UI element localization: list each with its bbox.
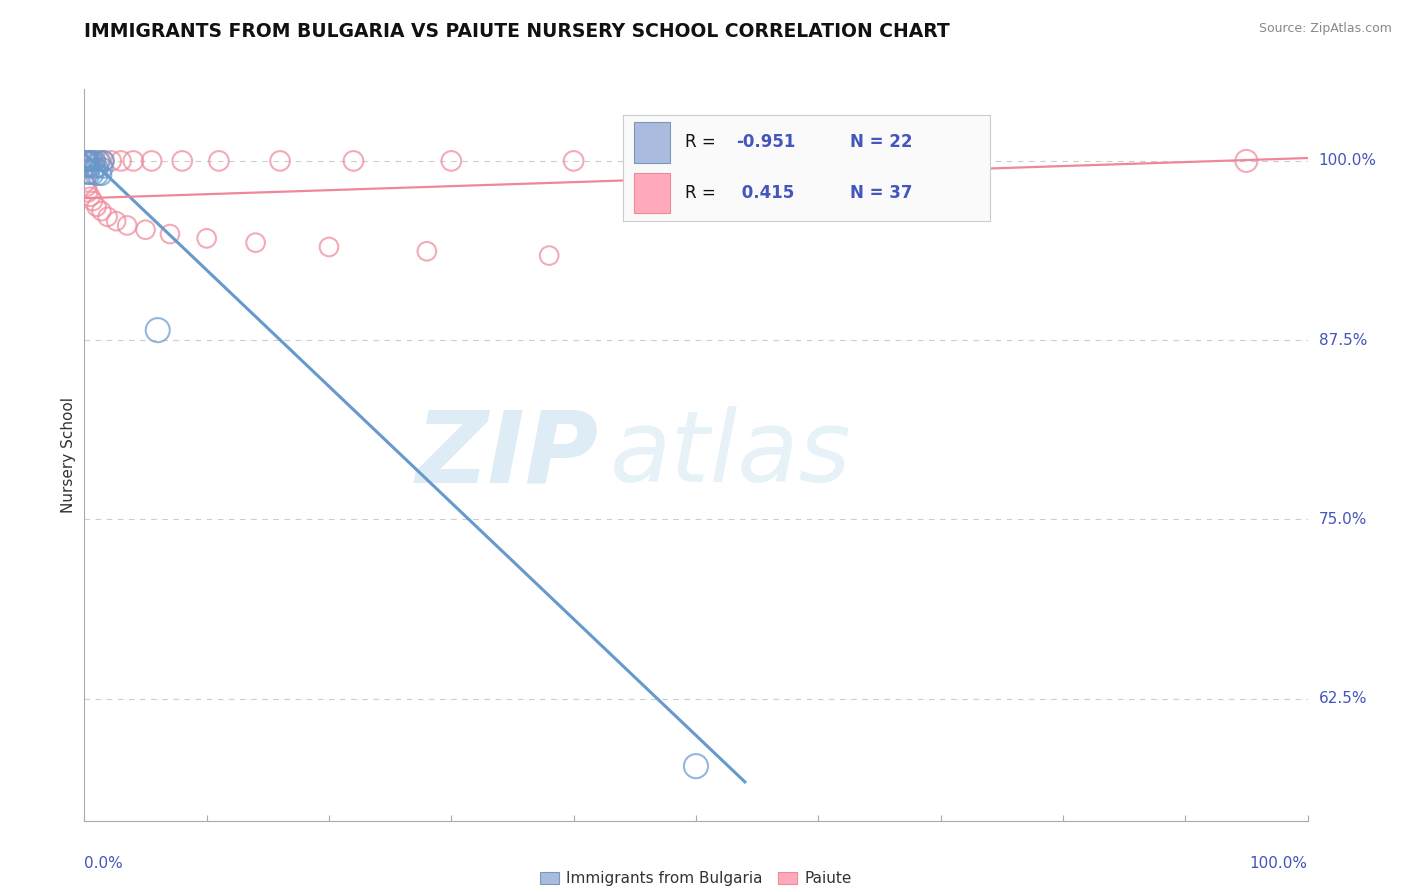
Point (82, 153, 104, 168)
Point (93, 153, 115, 168)
Text: 100.0%: 100.0% (1319, 153, 1376, 169)
Text: 0.0%: 0.0% (84, 856, 124, 871)
Point (79, 168, 101, 182)
Point (75, 153, 97, 168)
Point (79, 153, 101, 168)
Point (82, 194, 104, 208)
Point (141, 153, 163, 168)
Point (93, 153, 115, 168)
Text: 62.5%: 62.5% (1319, 691, 1367, 706)
Point (77, 153, 100, 168)
Point (562, 153, 585, 168)
Point (318, 240, 340, 254)
Point (77, 153, 100, 168)
Text: atlas: atlas (610, 407, 852, 503)
Point (90, 204, 112, 219)
Point (87, 153, 110, 168)
Point (97, 210, 120, 224)
Point (172, 153, 194, 168)
Point (269, 153, 291, 168)
Point (440, 153, 463, 168)
Text: 75.0%: 75.0% (1319, 512, 1367, 527)
Point (86, 153, 108, 168)
Point (79, 190, 101, 204)
Point (77, 161, 100, 175)
Point (105, 214, 128, 228)
Point (76, 179, 98, 194)
Point (87, 168, 110, 182)
Point (79, 153, 101, 168)
Point (77, 153, 100, 168)
Point (208, 153, 231, 168)
Legend: Immigrants from Bulgaria, Paiute: Immigrants from Bulgaria, Paiute (540, 871, 852, 886)
Point (342, 153, 364, 168)
Point (89, 153, 111, 168)
Point (76, 153, 98, 168)
Point (100, 153, 122, 168)
Point (76, 153, 98, 168)
Point (245, 235, 267, 250)
Point (77, 186, 100, 200)
Point (146, 323, 169, 337)
Text: IMMIGRANTS FROM BULGARIA VS PAIUTE NURSERY SCHOOL CORRELATION CHART: IMMIGRANTS FROM BULGARIA VS PAIUTE NURSE… (84, 22, 950, 41)
Point (538, 249, 561, 263)
Point (87, 161, 110, 175)
Point (75, 153, 97, 168)
Point (84, 161, 107, 175)
Text: ZIP: ZIP (415, 407, 598, 503)
Point (80, 161, 103, 175)
Y-axis label: Nursery School: Nursery School (60, 397, 76, 513)
Point (82, 153, 104, 168)
Point (91, 161, 114, 175)
Point (77, 168, 100, 182)
Point (86, 200, 108, 214)
Point (122, 153, 145, 168)
Point (1234, 153, 1257, 168)
Text: Source: ZipAtlas.com: Source: ZipAtlas.com (1258, 22, 1392, 36)
Point (83, 168, 105, 182)
Point (159, 227, 181, 241)
Point (90, 168, 112, 182)
Point (195, 231, 218, 245)
Point (76, 161, 98, 175)
Point (416, 244, 439, 259)
Point (110, 153, 132, 168)
Text: 87.5%: 87.5% (1319, 333, 1367, 348)
Point (115, 219, 138, 233)
Point (685, 759, 707, 773)
Point (135, 223, 157, 237)
Text: 100.0%: 100.0% (1250, 856, 1308, 871)
Point (75, 176, 97, 190)
Point (77, 153, 100, 168)
Point (84, 153, 107, 168)
